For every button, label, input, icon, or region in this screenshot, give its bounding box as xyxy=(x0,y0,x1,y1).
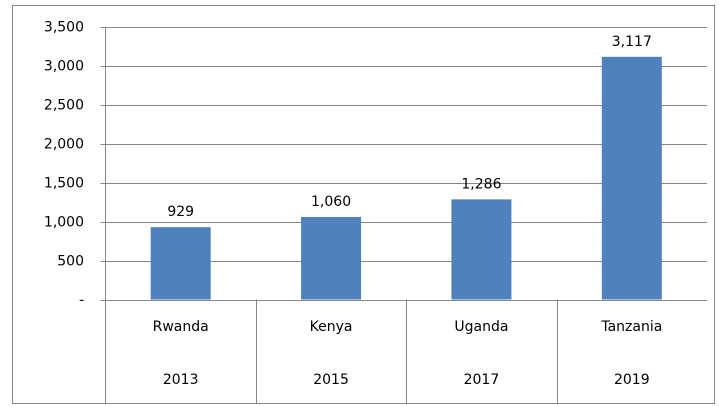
x-tick-label: Kenya xyxy=(310,319,353,335)
y-tick-label: 2,500 xyxy=(44,98,84,114)
y-tick-label: 1,000 xyxy=(44,215,84,231)
value-label: 1,060 xyxy=(311,194,351,210)
value-label: 929 xyxy=(167,204,194,220)
chart-border xyxy=(12,5,715,404)
bar xyxy=(150,227,211,300)
bar xyxy=(301,216,362,300)
bar xyxy=(601,56,662,300)
y-tick-label: 500 xyxy=(57,254,84,270)
y-tick-label: 3,500 xyxy=(44,20,84,36)
x-group-label: 2017 xyxy=(464,372,500,388)
x-tick-label: Tanzania xyxy=(600,319,662,335)
x-group-label: 2013 xyxy=(163,372,199,388)
x-group-label: 2015 xyxy=(313,372,349,388)
y-tick-label: 3,000 xyxy=(44,59,84,75)
y-tick-label: - xyxy=(79,293,84,309)
x-tick-label: Uganda xyxy=(454,319,508,335)
x-tick-label: Rwanda xyxy=(153,319,209,335)
bar xyxy=(451,199,512,300)
value-label: 1,286 xyxy=(461,176,501,192)
y-tick-label: 2,000 xyxy=(44,137,84,153)
value-label: 3,117 xyxy=(612,34,652,50)
y-tick-label: 1,500 xyxy=(44,176,84,192)
x-group-label: 2019 xyxy=(614,372,650,388)
